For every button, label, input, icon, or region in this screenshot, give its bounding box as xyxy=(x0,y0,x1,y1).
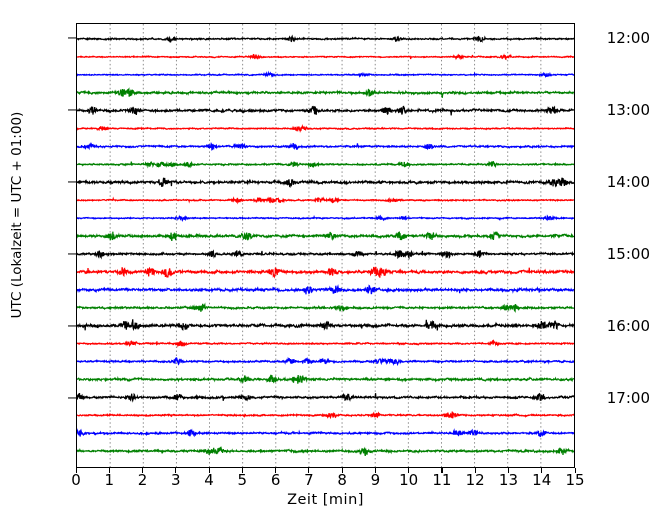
x-tick-mark xyxy=(574,468,576,473)
x-tick-label: 10 xyxy=(399,471,419,489)
x-tick-mark xyxy=(408,468,410,473)
y-tick-mark xyxy=(68,253,76,255)
seismic-trace xyxy=(77,196,574,205)
seismic-trace xyxy=(77,177,574,188)
y-tick-mark xyxy=(68,181,76,183)
x-tick-mark xyxy=(108,468,110,473)
x-tick-label: 3 xyxy=(171,471,181,489)
seismic-trace xyxy=(77,87,574,98)
seismic-trace xyxy=(77,339,574,348)
x-tick-mark xyxy=(374,468,376,473)
x-tick-mark xyxy=(441,468,443,473)
x-tick-mark xyxy=(75,468,77,473)
x-axis-label: Zeit [min] xyxy=(287,492,364,508)
plot-area xyxy=(76,23,575,468)
seismic-trace xyxy=(77,214,574,223)
x-tick-label: 4 xyxy=(204,471,214,489)
y-tick-label: 14:00 xyxy=(606,173,650,191)
y-tick-label: 17:00 xyxy=(606,389,650,407)
seismic-trace xyxy=(77,266,574,279)
x-tick-mark xyxy=(275,468,277,473)
x-tick-label: 13 xyxy=(498,471,518,489)
y-tick-label: 13:00 xyxy=(606,101,650,119)
seismic-trace xyxy=(77,53,574,61)
x-tick-label: 12 xyxy=(465,471,485,489)
y-tick-label: 12:00 xyxy=(606,29,650,47)
grid-lines xyxy=(109,24,542,467)
seismic-trace xyxy=(77,392,574,403)
x-tick-mark xyxy=(241,468,243,473)
y-tick-mark xyxy=(68,109,76,111)
x-tick-label: 8 xyxy=(337,471,347,489)
y-tick-mark xyxy=(68,397,76,399)
seismic-trace xyxy=(77,319,574,332)
x-tick-label: 2 xyxy=(137,471,148,489)
seismic-trace xyxy=(77,356,574,367)
seismic-trace xyxy=(77,160,574,169)
seismic-trace xyxy=(77,249,574,260)
y-tick-label: 15:00 xyxy=(606,245,650,263)
x-tick-mark xyxy=(541,468,543,473)
trace-canvas xyxy=(77,24,574,467)
seismic-trace xyxy=(77,446,574,457)
x-tick-mark xyxy=(175,468,177,473)
seismic-trace xyxy=(77,302,574,313)
seismic-trace xyxy=(77,230,574,242)
x-tick-mark xyxy=(341,468,343,473)
seismic-trace xyxy=(77,34,574,44)
seismic-trace xyxy=(77,70,574,79)
seismic-trace xyxy=(77,141,574,151)
seismic-trace xyxy=(77,428,574,438)
y-tick-mark xyxy=(68,325,76,327)
x-tick-label: 1 xyxy=(104,471,115,489)
seismic-trace xyxy=(77,411,574,420)
seismic-trace xyxy=(77,374,574,384)
x-tick-label: 14 xyxy=(532,471,552,489)
x-tick-label: 7 xyxy=(304,471,314,489)
x-tick-mark xyxy=(474,468,476,473)
seismic-trace xyxy=(77,284,574,295)
x-tick-mark xyxy=(308,468,310,473)
x-tick-mark xyxy=(208,468,210,473)
x-tick-label: 0 xyxy=(71,471,81,489)
y-tick-mark xyxy=(68,37,76,39)
y-axis-label: UTC (Lokalzeit = UTC + 01:00) xyxy=(9,111,25,319)
x-tick-mark xyxy=(507,468,510,473)
x-tick-label: 5 xyxy=(237,471,248,489)
seismic-trace xyxy=(77,105,574,116)
x-tick-mark xyxy=(142,468,144,473)
x-tick-label: 15 xyxy=(565,471,585,489)
y-tick-label: 16:00 xyxy=(606,317,650,335)
x-tick-label: 11 xyxy=(432,471,452,489)
seismic-trace xyxy=(77,123,574,133)
x-tick-label: 9 xyxy=(370,471,381,489)
x-tick-label: 6 xyxy=(270,471,281,489)
